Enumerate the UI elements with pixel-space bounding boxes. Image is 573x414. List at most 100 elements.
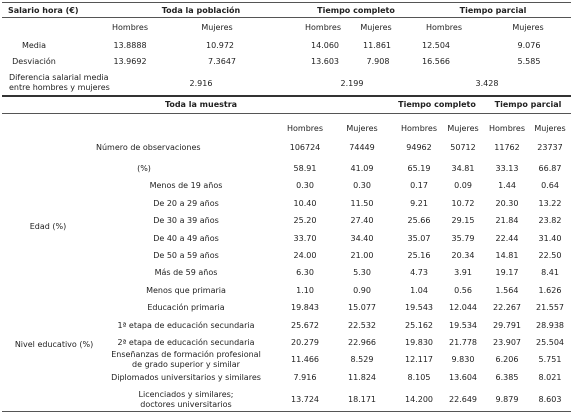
table-cell: 25.672 <box>291 321 319 330</box>
full-time-header-2: Tiempo completo <box>398 100 476 109</box>
table-cell: 65.19 <box>407 164 431 173</box>
col-men-full-2: Hombres <box>401 124 437 133</box>
age-row-label: De 40 a 49 años <box>153 234 219 243</box>
table-cell: 15.077 <box>348 303 376 312</box>
table-cell: 9.21 <box>410 199 428 208</box>
table-cell: 58.91 <box>293 164 317 173</box>
table-cell: 50712 <box>450 143 476 152</box>
table-cell: 13.603 <box>311 57 339 66</box>
col-women-full-2: Mujeres <box>447 124 479 133</box>
table-cell: 22.966 <box>348 338 376 347</box>
table-cell: 12.044 <box>449 303 477 312</box>
education-row-label-line2: doctores universitarios <box>140 400 232 409</box>
table-cell: 6.30 <box>296 268 314 277</box>
table-cell: 106724 <box>289 143 321 152</box>
row-label-desviacion: Desviación <box>12 57 56 66</box>
table-cell: 19.534 <box>449 321 477 330</box>
table-cell: 22.267 <box>493 303 521 312</box>
col-women-part: Mujeres <box>512 23 544 32</box>
table-cell: 0.30 <box>353 181 371 190</box>
table-cell: 8.105 <box>407 373 431 382</box>
table-cell: 8.529 <box>350 355 374 364</box>
table-cell: 7.916 <box>293 373 317 382</box>
age-row-label: Menos de 19 años <box>149 181 223 190</box>
table-cell: 13.8888 <box>113 41 147 50</box>
table-cell: 19.543 <box>405 303 433 312</box>
wage-gap-label-line1: Diferencia salarial media <box>9 73 109 82</box>
table-cell: 23737 <box>537 143 563 152</box>
table-cell: 21.778 <box>449 338 477 347</box>
education-row-label: Diplomados universitarios y similares <box>111 373 261 382</box>
table-cell: 13.22 <box>538 199 562 208</box>
top-rule <box>2 2 571 3</box>
table-cell: 14.060 <box>311 41 339 50</box>
table-cell: 29.791 <box>493 321 521 330</box>
table-cell: 16.566 <box>422 57 450 66</box>
table-cell: 19.843 <box>291 303 319 312</box>
table-cell: 10.972 <box>206 41 234 50</box>
bottom-table-rule <box>2 411 571 412</box>
table-cell: 33.13 <box>495 164 519 173</box>
full-time-header: Tiempo completo <box>317 6 395 15</box>
table-cell: 41.09 <box>350 164 374 173</box>
table-cell: 10.40 <box>293 199 317 208</box>
table-cell: 25.162 <box>405 321 433 330</box>
education-group-label: Nivel educativo (%) <box>14 340 94 349</box>
age-row-label: De 20 a 29 años <box>153 199 219 208</box>
education-row-label: 1ª etapa de educación secundaria <box>117 321 255 330</box>
table-cell: 5.585 <box>517 57 541 66</box>
col-men-part-2: Hombres <box>489 124 525 133</box>
table-cell: 25.20 <box>293 216 317 225</box>
table-cell: 94962 <box>406 143 432 152</box>
education-row-label: 2ª etapa de educación secundaria <box>117 338 255 347</box>
table-cell: 0.17 <box>410 181 428 190</box>
table-cell: 1.44 <box>498 181 516 190</box>
part-time-header: Tiempo parcial <box>459 6 527 15</box>
table-cell: 1.626 <box>538 286 562 295</box>
table-cell: 22.50 <box>538 251 562 260</box>
table-cell: 12.117 <box>405 355 433 364</box>
col-women-full: Mujeres <box>360 23 392 32</box>
col-men-sample: Hombres <box>287 124 323 133</box>
table-cell: 34.40 <box>350 234 374 243</box>
table-cell: 4.73 <box>410 268 428 277</box>
education-row-label-line1: Licenciados y similares; <box>138 390 234 399</box>
table-cell: 6.206 <box>495 355 519 364</box>
table-cell: 21.84 <box>495 216 519 225</box>
table-cell: 0.30 <box>296 181 314 190</box>
table-cell: 10.72 <box>451 199 475 208</box>
table-cell: 23.907 <box>493 338 521 347</box>
table-cell: 18.171 <box>348 395 376 404</box>
table-cell: 13.9692 <box>113 57 147 66</box>
table-cell: 20.34 <box>451 251 475 260</box>
table-cell: 20.30 <box>495 199 519 208</box>
table-cell: 3.91 <box>454 268 472 277</box>
age-row-label: De 30 a 39 años <box>153 216 219 225</box>
table-cell: 1.10 <box>296 286 314 295</box>
col-women-part-2: Mujeres <box>534 124 566 133</box>
table-cell: 21.557 <box>536 303 564 312</box>
table-cell: 8.603 <box>538 395 562 404</box>
table-cell: 0.64 <box>541 181 559 190</box>
wage-gap-label-line2: entre hombres y mujeres <box>9 83 110 92</box>
table-cell: 13.604 <box>449 373 477 382</box>
table-cell: 19.17 <box>495 268 519 277</box>
table-cell: 11.824 <box>348 373 376 382</box>
education-row-label: Menos que primaria <box>146 286 226 295</box>
table-cell: 22.649 <box>449 395 477 404</box>
table-cell: 35.79 <box>451 234 475 243</box>
table-cell: 21.00 <box>350 251 374 260</box>
salary-header: Salario hora (€) <box>8 6 79 15</box>
table-cell: 8.41 <box>541 268 559 277</box>
table-cell: 13.724 <box>291 395 319 404</box>
wage-gap-full: 2.199 <box>340 79 364 88</box>
table-cell: 7.3647 <box>208 57 236 66</box>
table-cell: 74449 <box>349 143 375 152</box>
table-cell: 12.504 <box>422 41 450 50</box>
table-cell: 23.82 <box>538 216 562 225</box>
table-cell: 11.50 <box>350 199 374 208</box>
table-cell: 9.076 <box>517 41 541 50</box>
top-table-bottom-rule <box>2 95 571 97</box>
table-cell: 33.70 <box>293 234 317 243</box>
col-men-total: Hombres <box>112 23 148 32</box>
